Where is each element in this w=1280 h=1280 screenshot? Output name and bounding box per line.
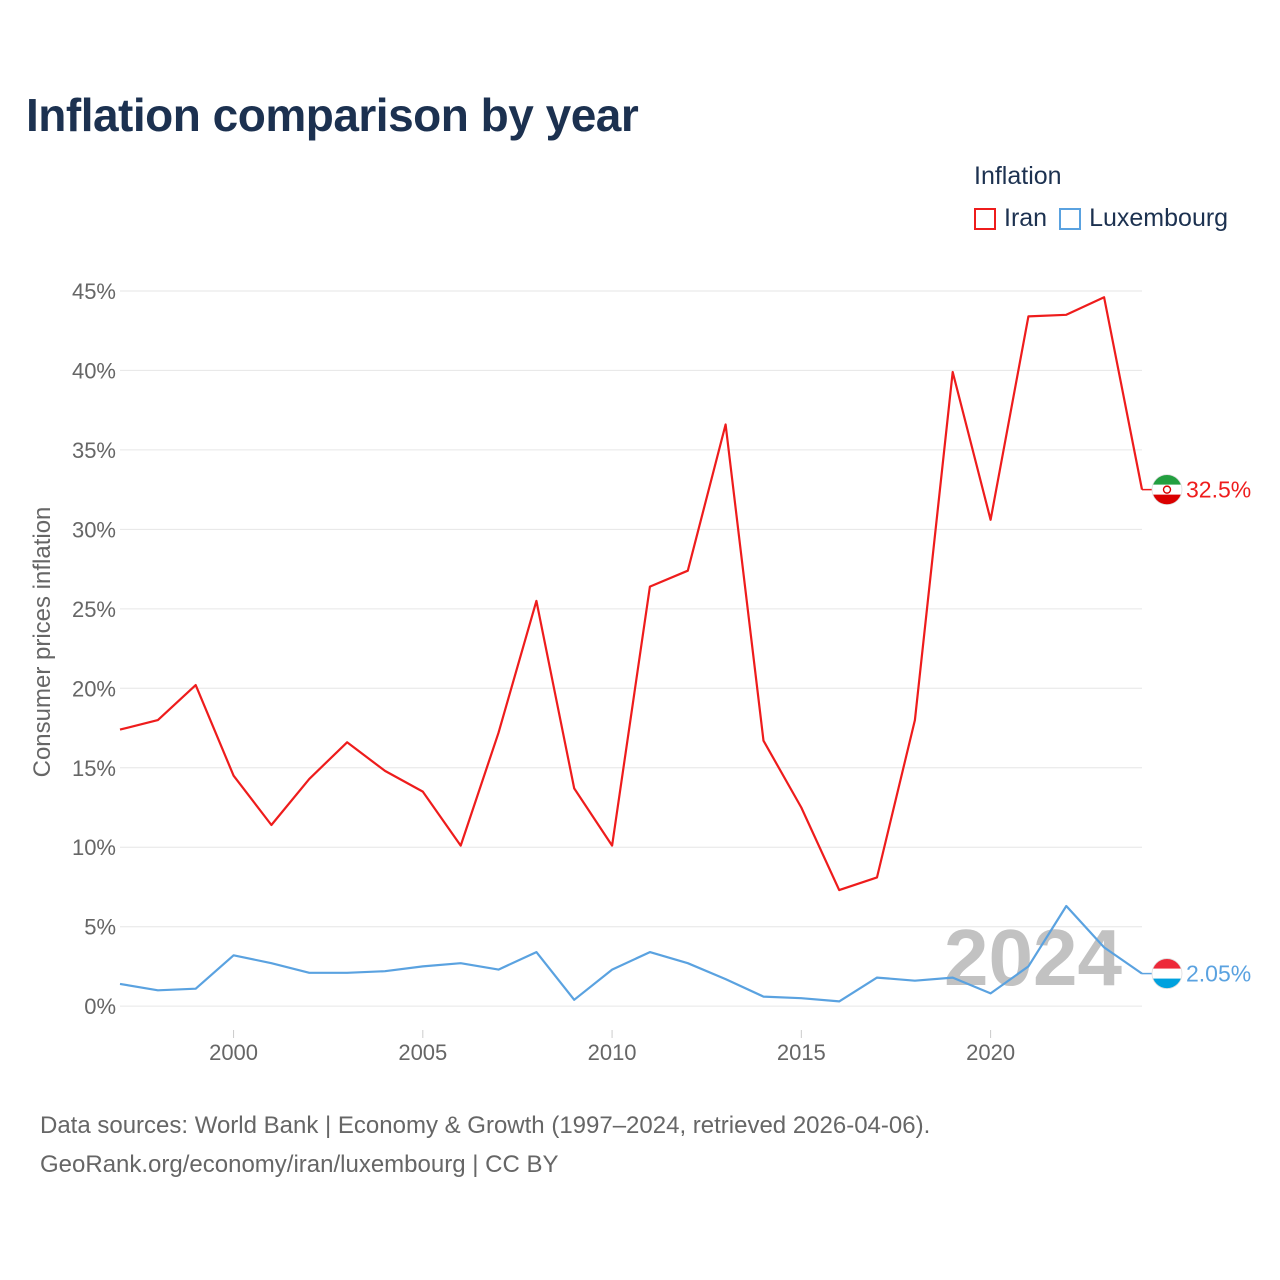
y-tick-label: 35%	[72, 438, 116, 463]
legend-item-luxembourg[interactable]: Luxembourg	[1059, 204, 1228, 233]
y-tick-label: 5%	[84, 915, 116, 940]
y-tick-label: 25%	[72, 597, 116, 622]
chart-title: Inflation comparison by year	[26, 89, 639, 141]
footer-credit[interactable]: GeoRank.org/economy/iran/luxembourg | CC…	[40, 1151, 559, 1178]
series-line-iran[interactable]	[119, 296, 1144, 892]
x-axis-ticks: 2000 2005 2010 2015 2020	[209, 1030, 1015, 1065]
end-value-luxembourg: 2.05%	[1186, 961, 1251, 987]
end-value-iran: 32.5%	[1186, 477, 1251, 503]
series-line-luxembourg[interactable]	[119, 904, 1143, 1003]
y-axis-ticks: 0% 5% 10% 15% 20% 25% 30% 35% 40% 45%	[72, 279, 116, 1019]
end-labels: 32.5% 2.05%	[1142, 474, 1251, 989]
luxembourg-flag-icon	[1151, 958, 1183, 989]
legend-label-iran: Iran	[1004, 204, 1048, 232]
y-tick-label: 45%	[72, 279, 116, 304]
y-tick-label: 10%	[72, 835, 116, 860]
x-tick-label: 2000	[209, 1040, 258, 1065]
legend-swatch-iran	[974, 207, 996, 230]
y-tick-label: 30%	[72, 517, 116, 542]
y-tick-label: 20%	[72, 676, 116, 701]
footer-sources: Data sources: World Bank | Economy & Gro…	[40, 1112, 931, 1139]
y-axis-title: Consumer prices inflation	[29, 507, 56, 778]
legend-item-iran[interactable]: Iran	[974, 204, 1047, 233]
footer: Data sources: World Bank | Economy & Gro…	[40, 1106, 930, 1184]
legend-swatch-luxembourg	[1059, 207, 1082, 230]
x-tick-label: 2010	[588, 1040, 637, 1065]
gridlines	[120, 290, 1142, 1007]
legend-title: Inflation	[974, 162, 1062, 190]
x-tick-label: 2020	[966, 1040, 1015, 1065]
series-lines	[119, 296, 1144, 1003]
iran-flag-icon	[1151, 474, 1183, 506]
y-tick-label: 15%	[72, 756, 116, 781]
y-tick-label: 40%	[72, 358, 116, 383]
legend: Iran Luxembourg	[974, 204, 1240, 233]
x-tick-label: 2005	[398, 1040, 447, 1065]
x-tick-label: 2015	[777, 1040, 826, 1065]
legend-label-luxembourg: Luxembourg	[1089, 204, 1229, 232]
y-tick-label: 0%	[84, 994, 116, 1019]
